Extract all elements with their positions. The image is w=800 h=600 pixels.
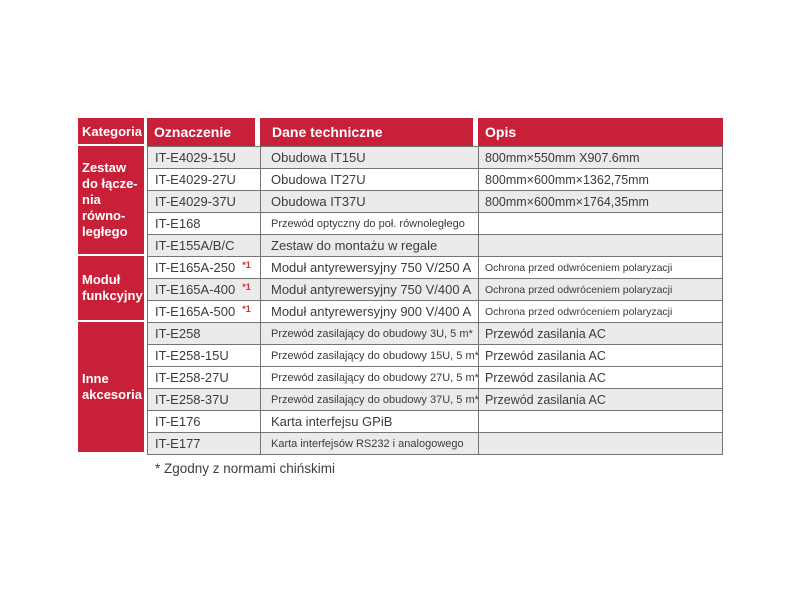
category-column: Zestaw do łącze- nia równo- ległego Moduł…: [78, 146, 147, 455]
tech-data-cell: Moduł antyrewersyjny 750 V/400 A: [260, 279, 478, 301]
table-row: IT-E155A/B/C Zestaw do montażu w regale: [147, 235, 723, 257]
designation-text: IT-E176: [155, 414, 201, 429]
designation-text: IT-E258-37U: [155, 392, 229, 407]
note-superscript: *1: [242, 282, 251, 292]
category-cell: Zestaw do łącze- nia równo- ległego: [78, 146, 144, 254]
designation-cell: IT-E4029-37U: [147, 191, 260, 213]
designation-cell: IT-E177: [147, 433, 260, 455]
tech-data-cell: Obudowa IT27U: [260, 169, 478, 191]
table-row: IT-E258-15U Przewód zasilający do obudowy…: [147, 345, 723, 367]
table-row: IT-E4029-15U Obudowa IT15U 800mm×550mm X90…: [147, 147, 723, 169]
designation-text: IT-E155A/B/C: [155, 238, 235, 253]
description-cell: [478, 235, 723, 257]
tech-data-cell: Moduł antyrewersyjny 750 V/250 A: [260, 257, 478, 279]
designation-text: IT-E258: [155, 326, 201, 341]
table-row: IT-E168 Przewód optyczny do poł. równoleg…: [147, 213, 723, 235]
description-cell: Przewód zasilania AC: [478, 389, 723, 411]
designation-cell: IT-E176: [147, 411, 260, 433]
designation-text: IT-E4029-15U: [155, 150, 236, 165]
table-header-row: Kategoria Oznaczenie Dane techniczne Opi…: [78, 118, 723, 146]
table-rows: IT-E4029-15U Obudowa IT15U 800mm×550mm X90…: [147, 146, 723, 455]
footnote: * Zgodny z normami chińskimi: [155, 461, 336, 476]
header-opis: Opis: [478, 118, 723, 146]
tech-data-cell: Przewód zasilający do obudowy 27U, 5 m*: [260, 367, 478, 389]
category-cell: Inne akcesoria: [78, 322, 144, 452]
accessories-table: Kategoria Oznaczenie Dane techniczne Opi…: [78, 118, 723, 455]
tech-data-cell: Przewód zasilający do obudowy 37U, 5 m*: [260, 389, 478, 411]
description-cell: [478, 213, 723, 235]
tech-data-cell: Obudowa IT37U: [260, 191, 478, 213]
table-row: IT-E165A-400 *1 Moduł antyrewersyjny 750 V…: [147, 279, 723, 301]
designation-cell: IT-E165A-250 *1: [147, 257, 260, 279]
tech-data-cell: Przewód zasilający do obudowy 15U, 5 m*: [260, 345, 478, 367]
description-cell: 800mm×600mm×1764,35mm: [478, 191, 723, 213]
table-row: IT-E258-27U Przewód zasilający do obudowy…: [147, 367, 723, 389]
designation-text: IT-E165A-400: [155, 282, 236, 297]
tech-data-cell: Obudowa IT15U: [260, 147, 478, 169]
description-cell: 800mm×550mm X907.6mm: [478, 147, 723, 169]
designation-cell: IT-E165A-400 *1: [147, 279, 260, 301]
designation-text: IT-E165A-500: [155, 304, 236, 319]
category-label: Moduł funkcyjny: [82, 272, 143, 303]
designation-cell: IT-E165A-500 *1: [147, 301, 260, 323]
table-body: Zestaw do łącze- nia równo- ległego Moduł…: [78, 146, 723, 455]
note-superscript: *1: [242, 260, 251, 270]
designation-cell: IT-E258-27U: [147, 367, 260, 389]
designation-text: IT-E4029-37U: [155, 194, 236, 209]
table-row: IT-E258-37U Przewód zasilający do obudowy…: [147, 389, 723, 411]
header-kategoria: Kategoria: [78, 118, 147, 146]
tech-data-cell: Przewód optyczny do poł. równoległego: [260, 213, 478, 235]
tech-data-cell: Zestaw do montażu w regale: [260, 235, 478, 257]
tech-data-cell: Moduł antyrewersyjny 900 V/400 A: [260, 301, 478, 323]
category-label: Zestaw do łącze- nia równo- ległego: [82, 160, 138, 239]
table-row: IT-E165A-500 *1 Moduł antyrewersyjny 900 V…: [147, 301, 723, 323]
designation-cell: IT-E155A/B/C: [147, 235, 260, 257]
designation-cell: IT-E258-15U: [147, 345, 260, 367]
tech-data-cell: Karta interfejsów RS232 i analogowego: [260, 433, 478, 455]
header-oznaczenie: Oznaczenie: [147, 118, 260, 146]
designation-text: IT-E165A-250: [155, 260, 236, 275]
header-dane-techniczne: Dane techniczne: [260, 118, 478, 146]
description-cell: Ochrona przed odwróceniem polaryzacji: [478, 301, 723, 323]
description-cell: [478, 433, 723, 455]
designation-text: IT-E177: [155, 436, 201, 451]
description-cell: Przewód zasilania AC: [478, 345, 723, 367]
designation-text: IT-E168: [155, 216, 201, 231]
designation-cell: IT-E4029-27U: [147, 169, 260, 191]
description-cell: Przewód zasilania AC: [478, 323, 723, 345]
description-cell: [478, 411, 723, 433]
designation-text: IT-E258-27U: [155, 370, 229, 385]
table-row: IT-E177 Karta interfejsów RS232 i analogo…: [147, 433, 723, 455]
note-superscript: *1: [242, 304, 251, 314]
description-cell: Przewód zasilania AC: [478, 367, 723, 389]
designation-cell: IT-E168: [147, 213, 260, 235]
designation-cell: IT-E4029-15U: [147, 147, 260, 169]
description-cell: 800mm×600mm×1362,75mm: [478, 169, 723, 191]
category-cell: Moduł funkcyjny: [78, 256, 144, 320]
description-cell: Ochrona przed odwróceniem polaryzacji: [478, 279, 723, 301]
tech-data-cell: Przewód zasilający do obudowy 3U, 5 m*: [260, 323, 478, 345]
designation-cell: IT-E258-37U: [147, 389, 260, 411]
category-label: Inne akcesoria: [82, 371, 142, 402]
designation-text: IT-E258-15U: [155, 348, 229, 363]
table-row: IT-E176 Karta interfejsu GPiB: [147, 411, 723, 433]
table-row: IT-E165A-250 *1 Moduł antyrewersyjny 750 V…: [147, 257, 723, 279]
tech-data-cell: Karta interfejsu GPiB: [260, 411, 478, 433]
designation-cell: IT-E258: [147, 323, 260, 345]
table-row: IT-E258 Przewód zasilający do obudowy 3U,…: [147, 323, 723, 345]
table-row: IT-E4029-37U Obudowa IT37U 800mm×600mm×176…: [147, 191, 723, 213]
description-cell: Ochrona przed odwróceniem polaryzacji: [478, 257, 723, 279]
table-row: IT-E4029-27U Obudowa IT27U 800mm×600mm×136…: [147, 169, 723, 191]
designation-text: IT-E4029-27U: [155, 172, 236, 187]
